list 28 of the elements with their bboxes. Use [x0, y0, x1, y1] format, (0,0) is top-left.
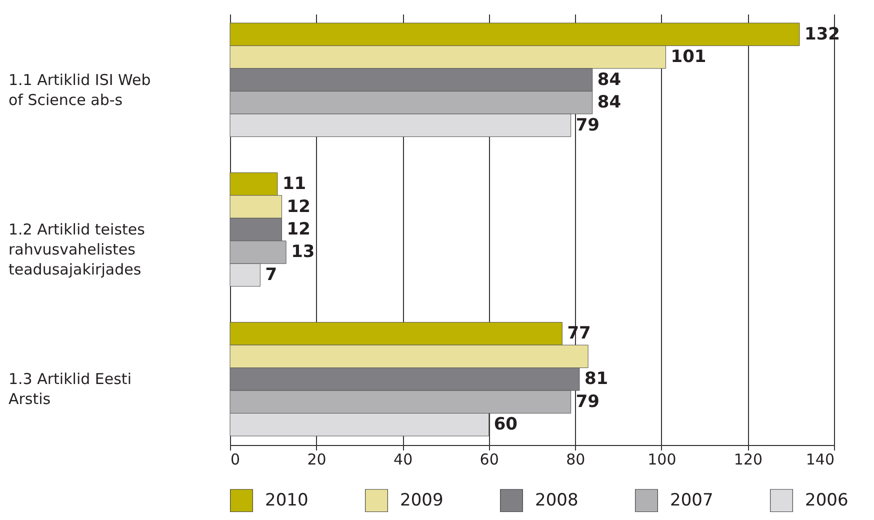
- data-label: 79: [576, 392, 600, 412]
- y-tick-label: 1.3 Artiklid Eesti Arstis: [8, 370, 132, 408]
- legend-label: 2008: [535, 490, 578, 511]
- data-label: 12: [286, 220, 310, 240]
- x-tick-label: 120: [734, 450, 763, 468]
- data-label: 11: [282, 174, 306, 194]
- data-label: 81: [584, 369, 608, 390]
- data-label: 60: [494, 414, 518, 435]
- x-tick-label: 0: [230, 450, 240, 468]
- data-label: 84: [597, 70, 622, 90]
- y-tick-label: 1.1 Artiklid ISI Web of Science ab-s: [8, 70, 151, 109]
- data-label: 7: [265, 264, 278, 285]
- data-label: 13: [291, 242, 315, 262]
- data-label: 84: [597, 92, 622, 113]
- data-label: 79: [576, 115, 600, 136]
- x-tick-label: 100: [648, 450, 676, 468]
- y-tick-label: 1.2 Artiklid teistes rahvusvahelistes teadusajakirjades: [8, 220, 146, 278]
- x-tick-label: 60: [480, 450, 499, 468]
- legend-label: 2007: [670, 490, 714, 511]
- legend-label: 2010: [265, 490, 308, 511]
- x-tick-label: 20: [307, 450, 326, 468]
- data-label: 12: [286, 196, 310, 217]
- x-tick-label: 40: [394, 450, 413, 468]
- legend-label: 2009: [400, 490, 444, 511]
- legend-label: 2006: [805, 490, 848, 511]
- x-tick-label: 140: [806, 450, 834, 468]
- x-tick-label: 80: [566, 450, 586, 468]
- data-label: 101: [670, 47, 706, 68]
